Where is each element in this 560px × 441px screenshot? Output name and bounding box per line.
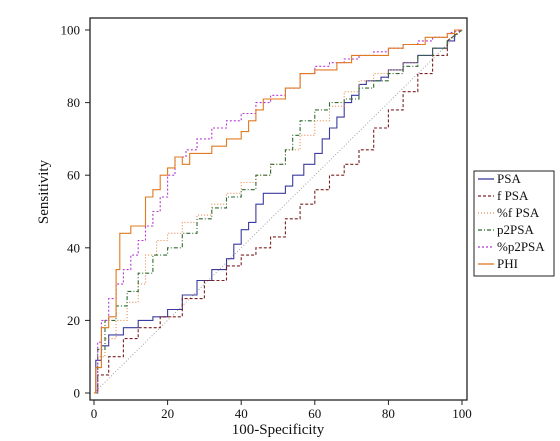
series-line-p2psa: [94, 29, 463, 394]
legend-label: %f PSA: [497, 205, 540, 220]
y-tick-label: 80: [67, 95, 80, 110]
x-tick-label: 0: [91, 406, 98, 421]
x-tick-label: 100: [452, 406, 472, 421]
y-axis-title: Sensitivity: [36, 159, 52, 224]
legend-label: %p2PSA: [497, 239, 545, 254]
y-tick-label: 40: [67, 240, 80, 255]
series-line-f-psa: [94, 29, 463, 394]
x-tick-label: 80: [382, 406, 395, 421]
series-line-phi: [94, 29, 462, 394]
y-tick-label: 0: [74, 386, 81, 401]
legend-label: PHI: [497, 256, 518, 271]
x-axis-title: 100-Specificity: [232, 422, 325, 438]
legend-label: PSA: [497, 171, 521, 186]
y-tick-label: 20: [67, 313, 80, 328]
legend-label: p2PSA: [497, 222, 534, 237]
legend-box: [473, 170, 555, 277]
x-tick-label: 20: [161, 406, 174, 421]
x-tick-label: 60: [308, 406, 321, 421]
reference-diagonal: [93, 29, 463, 394]
y-tick-label: 100: [61, 23, 81, 38]
plot-frame: [89, 17, 468, 401]
series-line--p2psa: [94, 29, 463, 394]
legend-label: f PSA: [497, 188, 529, 203]
x-tick-label: 40: [235, 406, 248, 421]
y-tick-label: 60: [67, 168, 80, 183]
